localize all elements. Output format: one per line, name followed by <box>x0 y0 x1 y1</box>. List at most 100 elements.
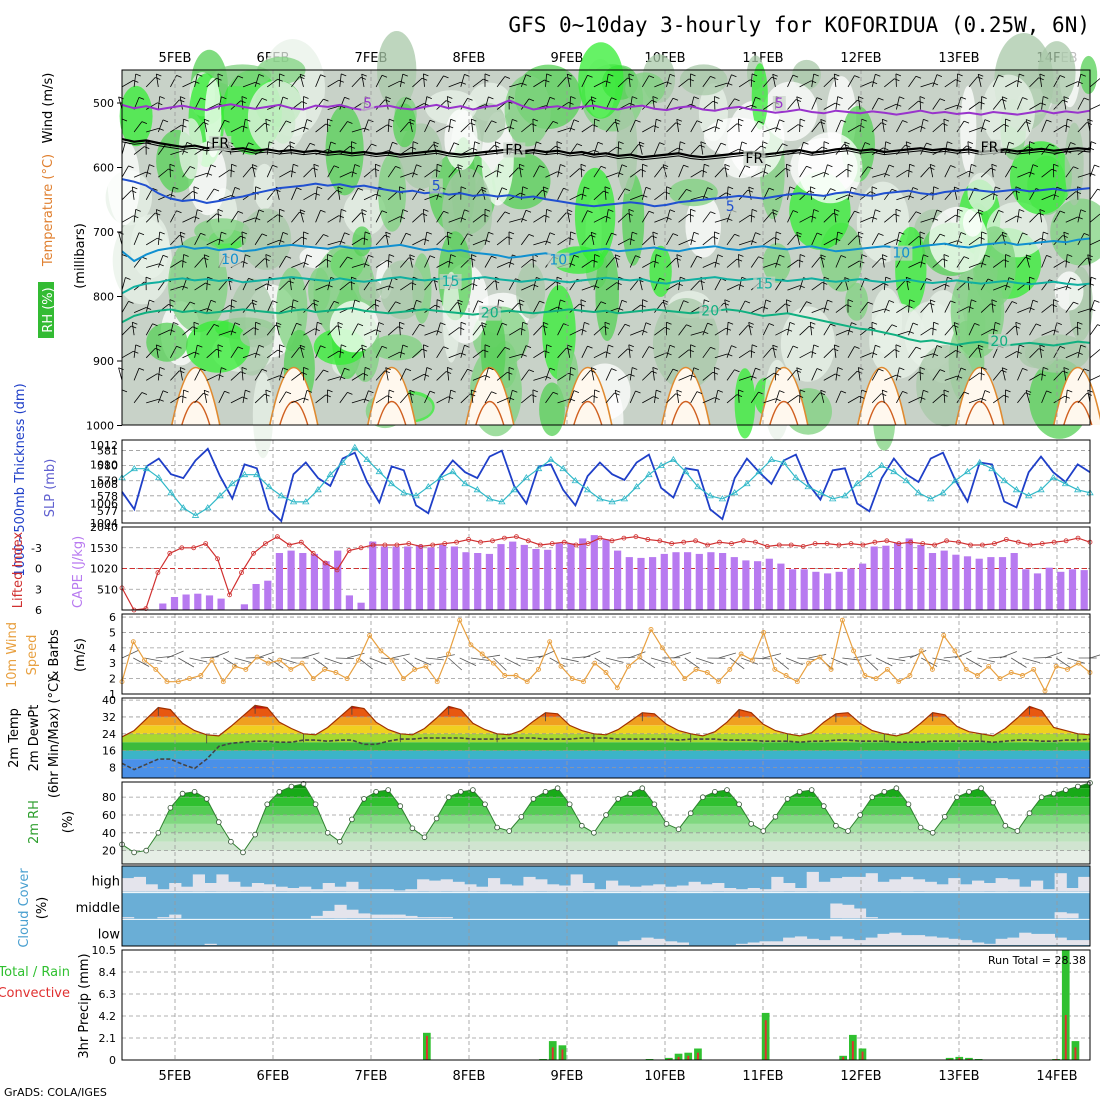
wind-barb <box>145 164 150 178</box>
cloud-bar <box>842 938 855 945</box>
rh-marker <box>591 829 597 836</box>
wind-barb-flag <box>629 373 635 377</box>
wind-barb-flag <box>159 367 165 370</box>
wind-barb <box>470 389 474 403</box>
wind-barb-flag <box>915 211 922 215</box>
wind-barb-flag <box>528 234 535 237</box>
thickness-marker <box>400 489 408 496</box>
lifted-index-marker <box>430 542 436 548</box>
wind-barb <box>424 255 431 268</box>
temp-tick-label: 32 <box>102 711 116 724</box>
lifted-index-marker <box>262 541 268 546</box>
wind-barb <box>339 146 351 155</box>
wind-barb <box>1041 367 1044 381</box>
wind-barb-flag <box>279 344 285 348</box>
wind-barb <box>242 327 254 336</box>
lifted-index-marker <box>310 550 316 556</box>
wind-barb <box>385 367 389 381</box>
surface-wind-barb <box>954 650 972 659</box>
wind-barb-flag <box>408 392 414 396</box>
cloud-bar <box>369 914 383 919</box>
wind-barb-flag <box>605 351 611 355</box>
wind-speed-marker <box>716 679 722 685</box>
wind-barb <box>566 344 571 358</box>
wind-barb-flag <box>183 118 189 122</box>
wind-barb <box>532 118 534 133</box>
wind-barb-flag <box>181 260 187 263</box>
wind-barb <box>956 73 958 87</box>
wind-barb-flag <box>627 77 633 81</box>
cloud-bar <box>759 889 772 892</box>
wind-barb <box>763 237 775 246</box>
cloud-bar <box>1078 876 1091 892</box>
wind-barb <box>472 277 476 291</box>
wind-barb-flag <box>484 208 491 212</box>
wind-barb-flag <box>645 322 652 326</box>
wind-barb <box>1065 301 1074 313</box>
wind-barb <box>337 186 341 200</box>
rh-marker <box>397 803 404 809</box>
wind-speed-marker <box>288 666 294 672</box>
wind-barb <box>241 367 244 381</box>
wind-barb-flag <box>467 368 473 372</box>
wind-barb-flag <box>942 394 948 397</box>
wind-barb <box>896 169 908 178</box>
wind-barb-flag <box>992 193 998 196</box>
wind-barb <box>520 345 527 358</box>
wind-barb <box>133 73 137 87</box>
wind-barb <box>399 233 407 246</box>
wind-barb <box>932 258 943 268</box>
wind-barb-flag <box>255 321 261 325</box>
wind-barb-flag <box>616 146 622 150</box>
thickness-marker <box>424 483 433 490</box>
wind-barb <box>847 125 860 133</box>
wind-barb-flag <box>775 231 782 235</box>
wind-barb-flag <box>651 370 657 374</box>
surface-wind-barb <box>144 657 163 662</box>
wind-barb <box>1029 373 1041 381</box>
wind-barb-flag <box>241 231 248 235</box>
wind-barb <box>884 78 895 88</box>
rh-blob <box>504 75 551 147</box>
wind-barb <box>1053 370 1063 381</box>
wind-barb <box>944 325 954 336</box>
wind-barb <box>121 325 132 336</box>
wind-barb-flag <box>336 325 342 329</box>
wind-barb <box>303 192 315 201</box>
wind-barb-flag <box>525 209 532 213</box>
wind-barb-flag <box>566 347 572 351</box>
thickness-marker <box>1037 486 1045 493</box>
precip-convective-bar <box>687 1055 690 1060</box>
wind-barb <box>545 392 554 404</box>
wind-barb-flag <box>408 121 414 125</box>
wind-barb-flag <box>429 255 436 259</box>
wind-barb-flag <box>1025 256 1031 260</box>
wind-barb <box>799 118 801 133</box>
wind-barb <box>146 398 159 404</box>
wind-barb <box>590 367 595 381</box>
wind-barb <box>666 122 676 133</box>
wind-speed-marker <box>1008 670 1014 675</box>
wind-barb <box>919 231 921 245</box>
precip-tick-label: 6.3 <box>99 988 117 1001</box>
cloud-bar <box>665 886 678 892</box>
wind-barb-flag <box>447 96 453 99</box>
wind-barb-flag <box>984 254 991 258</box>
lifted-index-marker <box>764 544 770 549</box>
wind-barb <box>809 186 813 200</box>
wind-barb <box>835 231 839 245</box>
wind-barb-flag <box>275 324 281 328</box>
wind-barb <box>170 75 177 88</box>
wind-barb-flag <box>629 238 635 242</box>
rh-marker <box>506 828 513 834</box>
wind-barb <box>775 119 780 133</box>
wind-barb <box>267 239 280 246</box>
wind-barb-flag <box>748 186 754 190</box>
wind-barb-flag <box>1002 367 1008 371</box>
cloud-bar <box>830 903 843 919</box>
cloud-bar <box>629 940 642 945</box>
ylabel-lifted-index: Lifted Index <box>11 531 26 608</box>
wind-barb-flag <box>1049 143 1055 147</box>
cloud-bar <box>133 876 146 892</box>
wind-speed-marker <box>918 648 924 654</box>
